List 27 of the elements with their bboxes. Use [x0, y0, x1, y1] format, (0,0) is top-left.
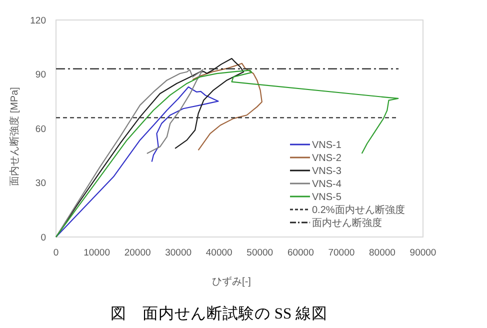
- x-tick-label: 40000: [206, 247, 232, 258]
- y-tick-label: 0: [40, 232, 46, 244]
- x-axis-title: ひずみ[-]: [212, 276, 252, 288]
- y-tick-label: 60: [35, 124, 46, 135]
- legend-label: 0.2%面内せん断強度: [312, 204, 405, 216]
- legend-label: VNS-4: [312, 179, 342, 190]
- x-tick-label: 10000: [84, 247, 110, 258]
- x-tick-label: 30000: [165, 247, 192, 258]
- x-tick-label: 0: [53, 247, 59, 258]
- legend-label: VNS-2: [312, 153, 342, 164]
- x-tick-label: 70000: [328, 247, 355, 258]
- x-tick-label: 90000: [410, 247, 436, 258]
- legend-label: VNS-1: [312, 140, 342, 151]
- x-tick-label: 50000: [246, 247, 274, 258]
- x-tick-label: 20000: [124, 247, 151, 258]
- legend-label: VNS-5: [312, 192, 342, 203]
- legend-label: VNS-3: [312, 166, 342, 177]
- line-series: [55, 86, 219, 238]
- y-axis-title: 面内せん断強度 [MPa]: [8, 86, 20, 186]
- y-tick-label: 90: [35, 70, 46, 81]
- y-tick-label: 120: [30, 15, 46, 26]
- y-tick-label: 30: [35, 178, 46, 190]
- text: 図 面内せん断試験の SS 線図: [110, 304, 328, 322]
- line-series: [192, 62, 262, 151]
- x-tick-label: 60000: [287, 247, 314, 258]
- x-tick-label: 80000: [369, 247, 396, 258]
- legend-label: 面内せん断強度: [312, 217, 382, 229]
